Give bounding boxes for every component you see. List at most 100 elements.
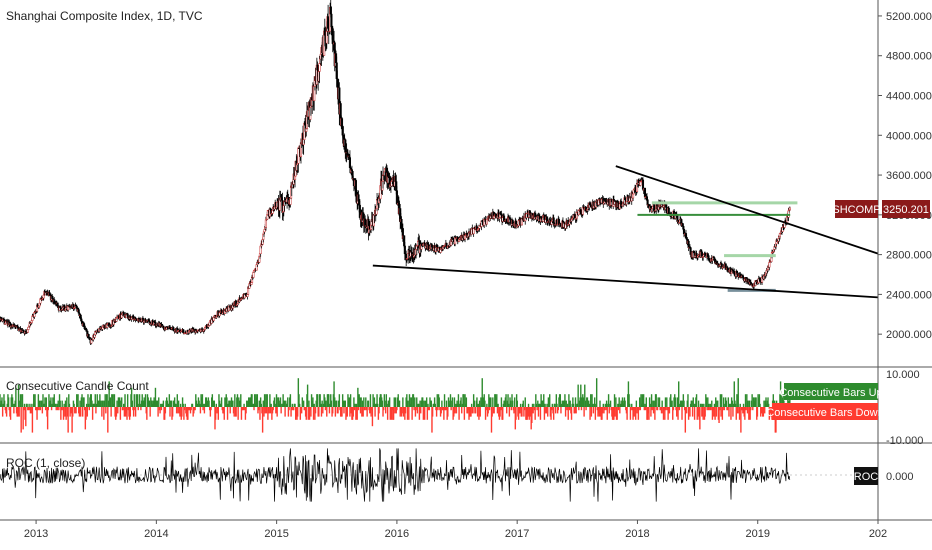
consecutive-count-bar [131,400,134,407]
consecutive-count-bar [116,400,118,407]
consecutive-count-bar [99,394,101,407]
consecutive-count-bar [269,407,272,414]
consecutive-count-bar [435,407,438,417]
consecutive-count-bar [463,394,465,407]
consecutive-count-bar [240,407,243,420]
consecutive-count-bar [437,407,439,411]
consecutive-count-bar [12,403,14,407]
consecutive-count-bar [388,397,391,407]
consecutive-count-bar [280,407,282,414]
consecutive-count-bar [112,394,114,407]
consecutive-count-bar [423,400,425,407]
consecutive-count-bar [477,403,479,407]
consecutive-count-bar [764,407,766,414]
consecutive-count-bar [5,407,8,417]
consecutive-count-bar [738,407,741,420]
consecutive-count-bar [693,403,695,407]
consecutive-count-bar [177,407,179,414]
consecutive-count-bar [678,381,680,407]
consecutive-count-bar [234,394,236,407]
consecutive-count-bar [137,407,139,411]
price-axis-tick-label: 5200.000 [886,11,932,23]
consecutive-count-bar [81,407,84,417]
consecutive-count-bar [700,403,702,407]
consecutive-count-bar [183,407,186,411]
consecutive-count-bar [384,407,387,414]
consecutive-count-bar [584,384,586,407]
consecutive-count-bar [707,397,709,407]
consecutive-count-bar [117,407,119,414]
consecutive-count-bar [287,397,289,407]
consecutive-count-bar [527,407,529,417]
candle-body [264,219,267,228]
consecutive-count-bar [381,400,384,407]
consecutive-count-bar [40,400,43,407]
legend-bars-down-box [772,403,878,420]
legend-bars-up: Consecutive Bars Up [779,383,883,400]
roc-panel-title: ROC (1, close) [6,456,85,470]
consecutive-count-bar [148,400,151,407]
consecutive-count-bar [183,407,185,420]
consecutive-count-bar [243,403,245,407]
consecutive-count-bar [396,407,398,411]
consecutive-count-bar [415,407,417,411]
consecutive-count-bar [531,403,534,407]
consecutive-count-bar [173,397,176,407]
consecutive-count-bar [613,394,616,407]
candle-body [318,63,321,72]
consecutive-count-bar [616,407,618,420]
consecutive-count-bar [629,407,632,420]
consecutive-count-bar [46,407,49,430]
consecutive-count-bar [500,397,503,407]
consecutive-count-bar [228,400,231,407]
time-axis[interactable]: 2013 2014 2015 2016 2017 2018 2019 202 [24,520,887,540]
last-price-tag-text: 3250.201 [883,204,929,216]
consecutive-count-bar [106,394,108,407]
consecutive-count-bar [742,407,744,414]
consecutive-count-bar [65,407,67,420]
consecutive-candle-panel[interactable] [0,378,791,433]
consecutive-count-bar [660,407,663,414]
consecutive-count-bar [670,394,672,407]
consecutive-count-bar [378,407,380,414]
consecutive-count-bar [516,400,518,407]
trend-line[interactable] [372,264,879,299]
consecutive-count-bar [20,407,22,433]
consecutive-count-bar [372,394,374,407]
roc-panel[interactable] [0,448,878,502]
consecutive-count-bar [668,407,671,414]
consecutive-count-bar [194,407,196,411]
consecutive-count-bar [129,407,132,417]
consecutive-count-bar [361,400,364,407]
consecutive-count-bar [64,400,67,407]
consecutive-count-bar [103,407,105,420]
consecutive-count-bar [593,397,596,407]
consecutive-count-bar [343,407,345,414]
consecutive-count-bar [487,407,489,414]
consecutive-count-bar [365,397,367,407]
consecutive-count-bar [203,403,205,407]
time-axis-tick-label: 2019 [745,528,769,540]
trend-line[interactable] [615,165,879,255]
consecutive-count-bar [709,403,712,407]
consecutive-count-bar [23,407,25,411]
consecutive-count-bar [232,400,234,407]
consecutive-count-bar [348,397,350,407]
consecutive-count-bar [73,403,75,407]
price-axis[interactable]: 2000.0002400.0002800.0003200.0003600.000… [878,11,932,341]
consecutive-count-bar [537,407,540,417]
consecutive-count-bar [302,400,305,407]
consecutive-count-bar [535,403,538,407]
consecutive-count-bar [60,407,63,411]
consecutive-count-bar [215,403,218,407]
consecutive-count-bar [609,400,612,407]
price-panel[interactable] [0,0,879,346]
trend-lines[interactable] [372,165,879,299]
consecutive-count-bar [19,394,22,407]
consecutive-count-bar [585,407,587,411]
consecutive-count-bar [676,407,678,417]
consecutive-count-bar [330,400,333,407]
consecutive-count-bar [253,407,255,411]
consecutive-count-bar [149,407,151,417]
consecutive-count-bar [258,400,261,407]
